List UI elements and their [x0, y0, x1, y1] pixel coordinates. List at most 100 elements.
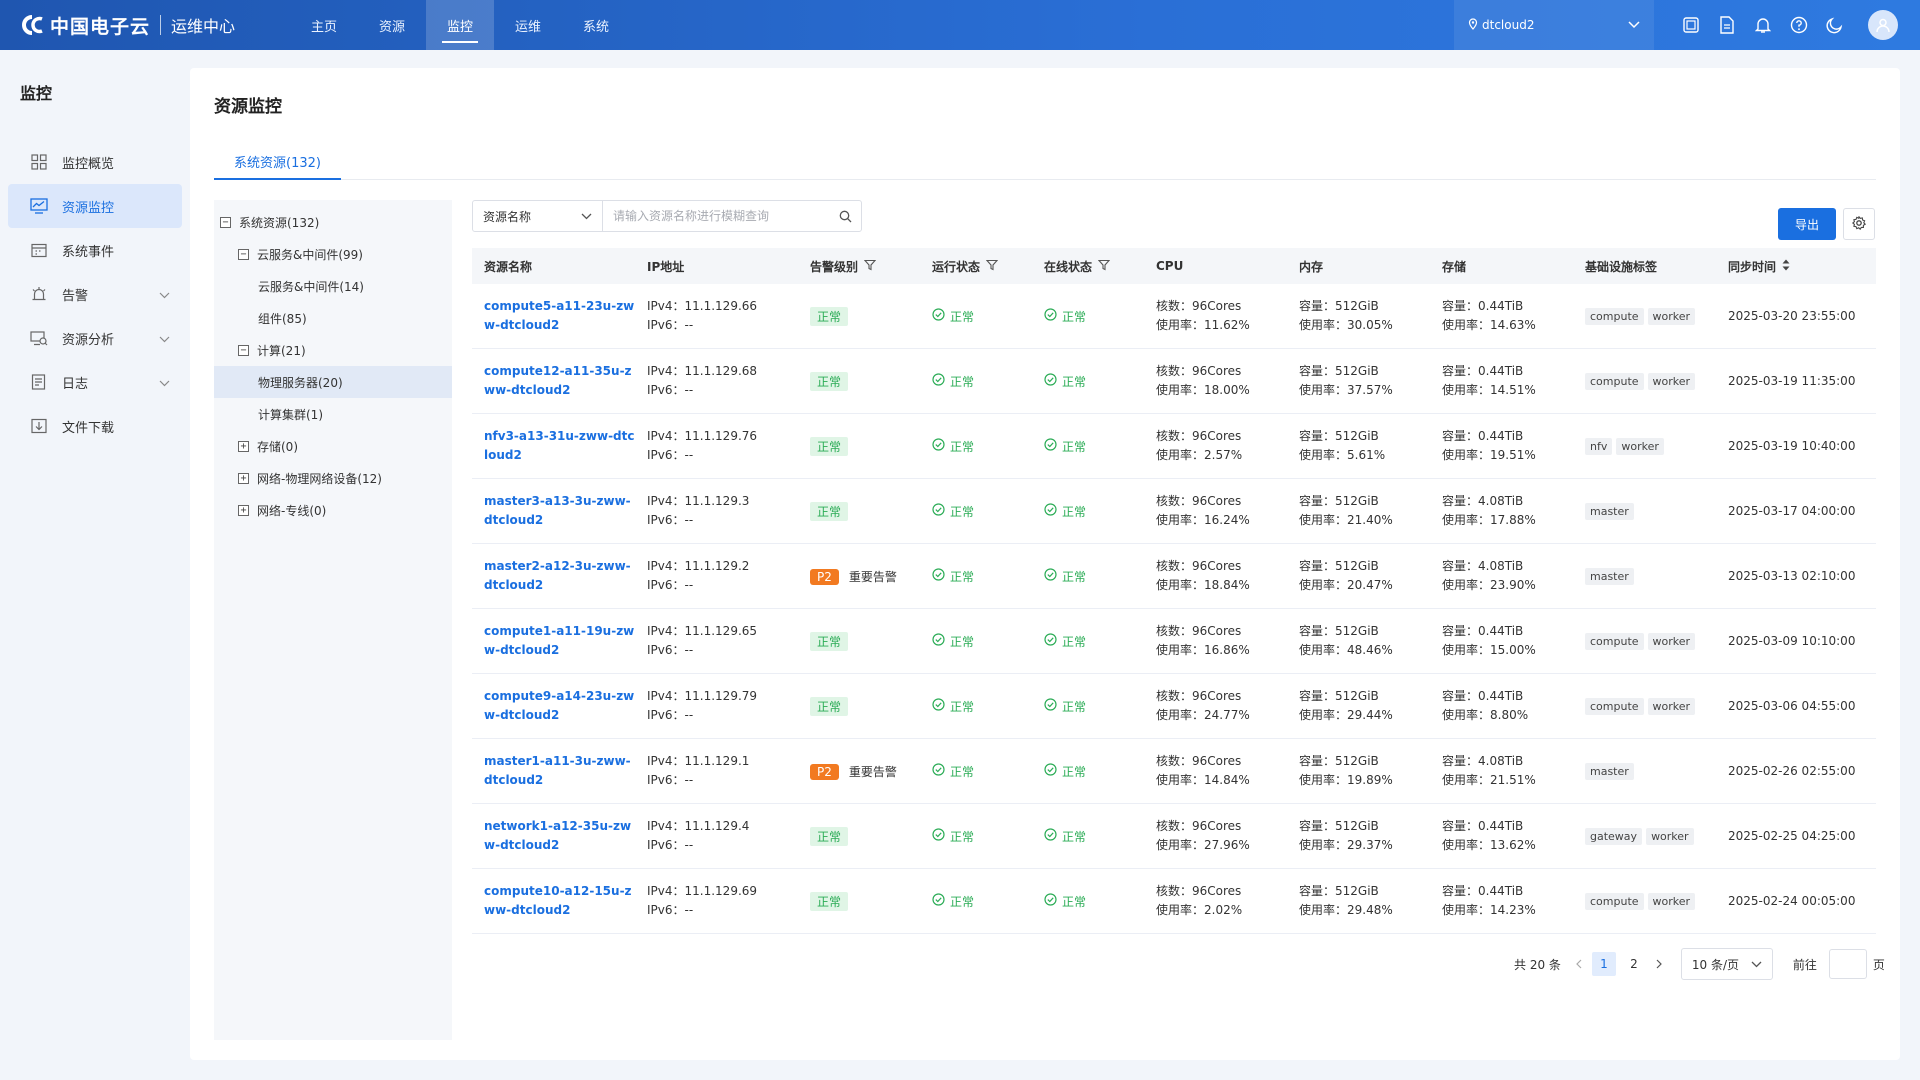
- logo-icon: [20, 14, 46, 36]
- sort-icon[interactable]: [1782, 259, 1790, 274]
- resource-name-link[interactable]: compute10-a12-15u-zww-dtcloud2: [484, 884, 632, 917]
- usage-label: 使用率：: [1442, 838, 1491, 852]
- capacity-label: 容量：: [1442, 559, 1479, 573]
- tree-node[interactable]: − 系统资源(132): [214, 206, 452, 238]
- ipv6-value: --: [684, 448, 694, 462]
- user-avatar-icon[interactable]: [1868, 10, 1898, 40]
- capacity-label: 容量：: [1442, 754, 1479, 768]
- sidebar-item-system-events[interactable]: 系统事件: [8, 228, 182, 272]
- table-row: network1-a12-35u-zww-dtcloud2 IPv4：11.1.1…: [472, 804, 1876, 869]
- brand-name: 中国电子云: [50, 15, 151, 38]
- tree-node[interactable]: − 云服务&中间件(99): [214, 238, 452, 270]
- nav-home[interactable]: 主页: [310, 19, 337, 35]
- expand-icon[interactable]: +: [238, 472, 249, 484]
- collapse-icon[interactable]: −: [220, 216, 231, 228]
- tags-cell: gateway worker: [1573, 827, 1716, 845]
- resource-name-link[interactable]: network1-a12-35u-zww-dtcloud2: [484, 819, 632, 852]
- expand-icon[interactable]: +: [238, 440, 249, 452]
- resource-name-link[interactable]: compute12-a11-35u-zww-dtcloud2: [484, 364, 632, 397]
- online-status-cell: 正常: [1032, 633, 1144, 650]
- usage-label: 使用率：: [1156, 643, 1205, 657]
- sidebar-item-file-download[interactable]: 文件下载: [8, 404, 182, 448]
- nav-ops[interactable]: 运维: [514, 19, 541, 35]
- sidebar-item-alarms[interactable]: 告警: [8, 272, 182, 316]
- resource-name-link[interactable]: master2-a12-3u-zww-dtcloud2: [484, 559, 631, 592]
- log-icon: [30, 373, 48, 391]
- memory-cell: 容量：512GiB 使用率：29.37%: [1287, 817, 1430, 855]
- sync-time-cell: 2025-02-24 00:05:00: [1728, 894, 1856, 908]
- mem-capacity-value: 512GiB: [1335, 299, 1379, 313]
- nav-system[interactable]: 系统: [582, 19, 609, 35]
- filter-icon[interactable]: [863, 259, 877, 274]
- resource-name-link[interactable]: compute5-a11-23u-zww-dtcloud2: [484, 299, 635, 332]
- capacity-label: 容量：: [1299, 559, 1336, 573]
- search-icon[interactable]: [829, 201, 861, 231]
- expand-icon[interactable]: +: [238, 504, 249, 516]
- chevron-down-icon: [159, 376, 170, 391]
- screen-icon[interactable]: [1680, 14, 1702, 36]
- sidebar-item-resource-monitor[interactable]: 资源监控: [8, 184, 182, 228]
- storage-cell: 容量：0.44TiB 使用率：14.63%: [1430, 297, 1573, 335]
- resource-name-link[interactable]: compute1-a11-19u-zww-dtcloud2: [484, 624, 635, 657]
- tags-cell: compute worker: [1573, 892, 1716, 910]
- tab-system-resources[interactable]: 系统资源(132): [214, 148, 341, 180]
- table-row: nfv3-a13-31u-zww-dtcloud2 IPv4：11.1.129.7…: [472, 414, 1876, 479]
- memory-cell: 容量：512GiB 使用率：29.48%: [1287, 882, 1430, 920]
- page-size-select[interactable]: 10 条/页: [1680, 948, 1773, 980]
- tree-node[interactable]: 云服务&中间件(14): [214, 270, 452, 302]
- resource-name-link[interactable]: nfv3-a13-31u-zww-dtcloud2: [484, 429, 635, 462]
- tree-node[interactable]: 物理服务器(20): [214, 366, 452, 398]
- cpu-usage-value: 2.02%: [1204, 903, 1243, 917]
- sidebar-item-logs[interactable]: 日志: [8, 360, 182, 404]
- brand[interactable]: 中国电子云 运维中心: [0, 12, 290, 39]
- sidebar-item-resource-analysis[interactable]: 资源分析: [8, 316, 182, 360]
- memory-cell: 容量：512GiB 使用率：29.44%: [1287, 687, 1430, 725]
- tenant-selector[interactable]: dtcloud2: [1454, 0, 1654, 50]
- table-row: compute9-a14-23u-zww-dtcloud2 IPv4：11.1.1…: [472, 674, 1876, 739]
- tree-node[interactable]: + 网络-物理网络设备(12): [214, 462, 452, 494]
- resource-name-link[interactable]: compute9-a14-23u-zww-dtcloud2: [484, 689, 635, 722]
- infra-tag: master: [1585, 762, 1634, 780]
- settings-button[interactable]: [1843, 208, 1875, 240]
- bell-icon[interactable]: [1752, 14, 1774, 36]
- collapse-icon[interactable]: −: [238, 248, 249, 260]
- help-icon[interactable]: [1788, 14, 1810, 36]
- tree-node[interactable]: − 计算(21): [214, 334, 452, 366]
- filter-icon[interactable]: [1097, 259, 1111, 274]
- tree-node[interactable]: 组件(85): [214, 302, 452, 334]
- column-header-sync-time[interactable]: 同步时间: [1716, 258, 1876, 275]
- check-circle-icon: [1044, 763, 1057, 779]
- search-input[interactable]: [603, 201, 829, 231]
- sidebar-item-overview[interactable]: 监控概览: [8, 140, 182, 184]
- collapse-icon[interactable]: −: [238, 344, 249, 356]
- prev-page-icon[interactable]: [1569, 959, 1589, 969]
- tree-node[interactable]: + 网络-专线(0): [214, 494, 452, 526]
- column-header-label: 告警级别: [810, 259, 859, 274]
- nav-monitor[interactable]: 监控: [426, 0, 494, 50]
- cpu-cell: 核数：96Cores 使用率：2.02%: [1144, 882, 1287, 920]
- page-number-2[interactable]: 2: [1630, 957, 1638, 971]
- ipv4-label: IPv4：: [647, 819, 685, 833]
- filter-icon[interactable]: [985, 259, 999, 274]
- ip-cell: IPv4：11.1.129.4 IPv6：--: [635, 817, 798, 855]
- goto-page-input[interactable]: [1828, 949, 1867, 979]
- capacity-label: 容量：: [1442, 689, 1479, 703]
- page-number-1[interactable]: 1: [1591, 952, 1616, 976]
- column-header-memory: 内存: [1299, 259, 1324, 274]
- run-status-text: 正常: [950, 309, 975, 324]
- tree-node[interactable]: 计算集群(1): [214, 398, 452, 430]
- nav-resources[interactable]: 资源: [378, 19, 405, 35]
- search-field-select[interactable]: 资源名称: [473, 201, 603, 231]
- resource-name-link[interactable]: master3-a13-3u-zww-dtcloud2: [484, 494, 631, 527]
- sto-usage-value: 13.62%: [1490, 838, 1536, 852]
- next-page-icon[interactable]: [1649, 959, 1669, 969]
- sidebar-item-label: 日志: [62, 376, 89, 392]
- sto-usage-value: 14.23%: [1490, 903, 1536, 917]
- document-icon[interactable]: [1716, 14, 1738, 36]
- alarm-level-badge: 正常: [810, 501, 849, 521]
- resource-name-link[interactable]: master1-a11-3u-zww-dtcloud2: [484, 754, 631, 787]
- tree-node[interactable]: + 存储(0): [214, 430, 452, 462]
- export-button[interactable]: 导出: [1778, 208, 1836, 240]
- cpu-cores-value: 96Cores: [1192, 494, 1242, 508]
- moon-icon[interactable]: [1824, 14, 1846, 36]
